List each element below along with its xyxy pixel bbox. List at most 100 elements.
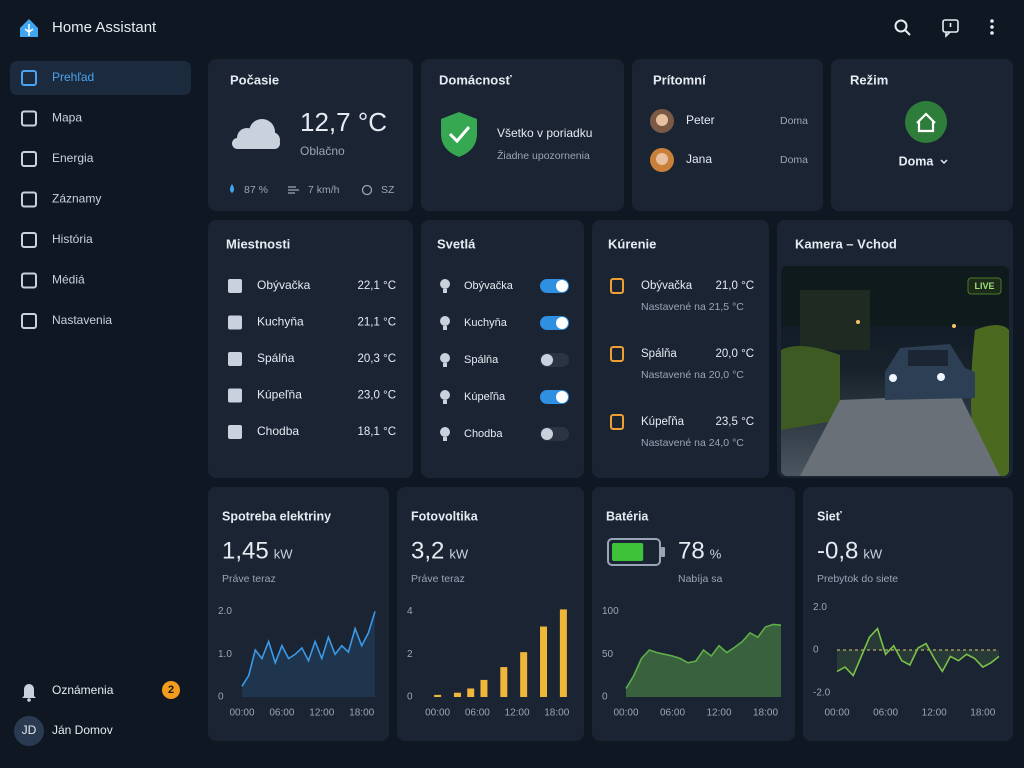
menu-button[interactable] xyxy=(990,19,994,35)
nav-item[interactable]: Nastavenia xyxy=(21,313,112,329)
chart-caption: Práve teraz xyxy=(222,573,276,585)
light-toggle[interactable] xyxy=(540,353,569,367)
card-title: Kúrenie xyxy=(608,236,656,251)
toggle-knob xyxy=(541,354,553,366)
room-name: Kuchyňa xyxy=(257,315,304,329)
home-icon xyxy=(916,112,936,133)
household-status: Všetko v poriadku xyxy=(497,126,592,140)
compass-icon xyxy=(361,184,373,196)
nav-icon xyxy=(21,191,37,208)
header: Home Assistant xyxy=(20,19,994,38)
bar xyxy=(540,626,548,697)
user-name: Ján Domov xyxy=(52,723,113,737)
x-tick-label: 12:00 xyxy=(706,708,731,719)
room-icon xyxy=(228,315,242,330)
card xyxy=(397,487,584,741)
chart-card[interactable]: Sieť -0,8 kW Prebytok do siete 2.0 0 -2.0 00:00… xyxy=(803,487,1013,741)
card xyxy=(208,487,389,741)
notifications[interactable]: Oznámenia 2 xyxy=(22,681,180,702)
nav-item[interactable]: Prehľad xyxy=(10,61,191,95)
light-toggle[interactable] xyxy=(540,427,569,441)
toggle-knob xyxy=(556,317,568,329)
zone-current: 21,0 °C xyxy=(716,280,754,292)
nav-item[interactable]: História xyxy=(21,232,93,248)
temperature: 12,7 °C xyxy=(300,107,387,137)
mode-value[interactable]: Doma xyxy=(899,154,935,168)
household-card[interactable] xyxy=(421,59,624,211)
user[interactable]: JD Ján Domov xyxy=(14,716,113,746)
x-tick-label: 18:00 xyxy=(753,708,778,719)
chart-title: Fotovoltika xyxy=(411,509,479,523)
app-title: Home Assistant xyxy=(52,19,157,36)
y-tick-label: 0 xyxy=(813,645,819,656)
presence-card[interactable] xyxy=(632,59,823,211)
y-tick-label: 0 xyxy=(407,692,413,703)
area-fill xyxy=(242,611,375,697)
light-toggle[interactable] xyxy=(540,316,569,330)
y-tick-label: 2.0 xyxy=(218,606,232,617)
x-tick-label: 00:00 xyxy=(613,708,638,719)
room-icon xyxy=(228,388,242,403)
x-tick-label: 18:00 xyxy=(970,708,995,719)
rooms-list: Obývačka 22,1 °C Kuchyňa 21,1 °C Spálňa 20,3 … xyxy=(228,278,396,439)
series-line xyxy=(241,611,376,687)
chart-caption: Prebytok do siete xyxy=(817,573,898,585)
room-name: Spálňa xyxy=(257,351,295,365)
light-toggle[interactable] xyxy=(540,390,569,404)
bar xyxy=(520,652,528,697)
sidebar: Prehľad Mapa Energia Záznamy História Médiá Na… xyxy=(10,61,191,329)
chart-value: 3,2 xyxy=(411,537,444,564)
heating-icon xyxy=(610,278,624,294)
presence-list: Peter Doma Jana Doma xyxy=(650,109,808,172)
bulb-icon xyxy=(440,427,450,437)
nav-icon xyxy=(21,110,37,127)
nav-item[interactable]: Mapa xyxy=(21,110,82,127)
bar xyxy=(434,694,442,697)
shield-icon xyxy=(441,112,477,157)
nav-item[interactable]: Záznamy xyxy=(21,191,101,208)
y-tick-label: -2.0 xyxy=(813,687,831,698)
y-tick-label: 100 xyxy=(602,606,619,617)
x-tick-label: 12:00 xyxy=(922,708,947,719)
zone-name: Spálňa xyxy=(641,348,677,360)
nav-label: História xyxy=(52,232,93,246)
nav-item[interactable]: Médiá xyxy=(21,272,85,289)
zone-current: 20,0 °C xyxy=(716,348,754,360)
y-tick-label: 2 xyxy=(407,649,413,660)
heating-card[interactable] xyxy=(592,220,769,478)
weather-card[interactable] xyxy=(208,59,413,211)
chart-value: 78 xyxy=(678,537,705,564)
x-tick-label: 06:00 xyxy=(465,708,490,719)
rooms-card[interactable] xyxy=(208,220,413,478)
check-icon xyxy=(448,126,471,144)
chart-card[interactable]: Batéria 78 % Nabíja sa 0 50 100 00:00 06:00 12:00… xyxy=(592,487,795,741)
nav-icon xyxy=(21,272,37,289)
light-toggle[interactable] xyxy=(540,279,569,293)
y-tick-label: 1.0 xyxy=(218,649,232,660)
nav-icon xyxy=(21,151,37,167)
search-button[interactable] xyxy=(894,19,911,36)
x-tick-label: 00:00 xyxy=(824,708,849,719)
chart-card[interactable]: Fotovoltika 3,2 kW Práve teraz 0 2 4 00:00 06:00… xyxy=(397,487,584,741)
area-fill xyxy=(837,628,999,676)
logo-mark xyxy=(24,24,34,36)
feedback-button[interactable] xyxy=(942,19,959,38)
bar xyxy=(559,609,567,697)
chart-card[interactable]: Spotreba elektriny 1,45 kW Práve teraz 0 1.0 2… xyxy=(208,487,389,741)
notifications-label: Oznámenia xyxy=(52,683,114,697)
card xyxy=(803,487,1013,741)
condition: Oblačno xyxy=(300,144,345,158)
bar xyxy=(500,667,508,697)
chart-caption: Nabíja sa xyxy=(678,573,723,585)
person-state: Doma xyxy=(780,154,808,166)
bulb-icon xyxy=(440,279,450,289)
card-title: Prítomní xyxy=(653,72,706,87)
y-tick-label: 50 xyxy=(602,649,614,660)
camera-feed[interactable]: LIVE xyxy=(781,266,1009,476)
room-icon xyxy=(228,352,242,366)
area-fill xyxy=(626,624,781,697)
bulb-base xyxy=(443,289,447,293)
nav-item[interactable]: Energia xyxy=(21,151,94,167)
card-title: Režim xyxy=(850,72,888,87)
zone-current: 23,5 °C xyxy=(716,416,754,428)
